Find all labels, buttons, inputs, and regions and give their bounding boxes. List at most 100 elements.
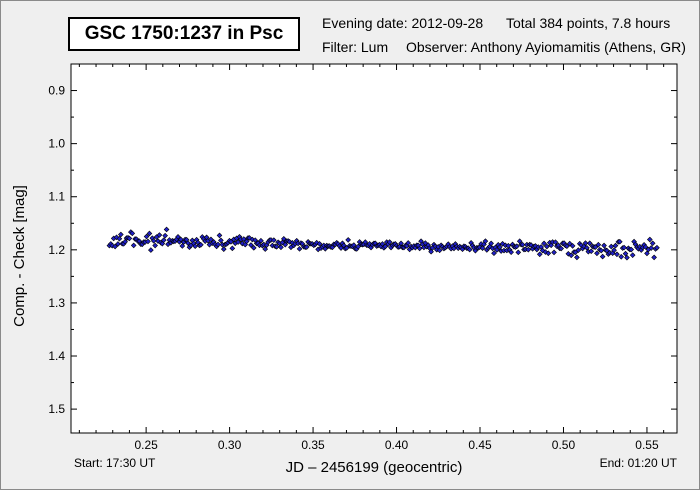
data-point [220,246,227,252]
data-point [541,240,547,247]
data-point [508,249,514,256]
data-point [162,232,168,239]
data-point [163,226,170,233]
data-point [178,236,184,243]
data-point [270,237,277,243]
evening-date: Evening date: 2012-09-28 [322,15,484,31]
x-tick-label: 0.45 [468,438,492,452]
data-point [544,243,550,250]
data-point [558,245,565,252]
data-point [278,244,284,251]
data-point [436,247,443,254]
x-tick-label: 0.40 [385,438,409,452]
data-point [250,245,257,251]
data-point [628,246,635,253]
data-point [218,237,224,244]
data-point [551,249,557,256]
data-point [648,245,655,251]
data-point [642,244,649,250]
data-point [198,241,204,248]
x-tick-label: 0.55 [635,438,659,452]
data-point [185,240,191,246]
data-point [574,254,580,261]
data-point [494,247,500,253]
data-point [646,236,653,243]
data-point [598,247,605,254]
star-name-title: GSC 1750:1237 in Psc [68,17,300,51]
data-point [109,242,116,249]
data-point [644,250,650,257]
data-point [545,250,552,257]
data-point [145,238,151,245]
data-point [515,249,522,256]
data-point [488,240,494,247]
y-tick-label: 0.9 [48,84,65,98]
data-point [239,240,246,247]
data-point [416,245,423,252]
data-point [629,252,636,258]
data-point [303,244,310,250]
data-point [618,253,625,260]
axis-ticks: 0.25 0.30 0.35 0.40 0.45 0.50 0.55 0.9 1.0 1.1 1.2… [48,63,677,452]
data-point [614,251,620,258]
data-point [539,247,546,254]
data-point [405,240,412,246]
data-point [568,252,575,259]
data-point [258,237,264,244]
data-point [316,240,323,247]
data-point [235,239,241,245]
data-point [505,242,512,249]
data-point [575,247,582,253]
data-point [113,234,120,241]
plot-area [70,63,678,434]
data-point [595,241,602,248]
data-point [398,240,404,247]
data-point [552,239,559,246]
filter-label: Filter: Lum [322,39,389,55]
x-tick-label: 0.50 [552,438,576,452]
x-tick-label: 0.30 [218,438,242,452]
data-point [150,238,157,244]
data-point [160,237,167,243]
data-point [152,242,158,249]
data-point [621,244,627,251]
x-tick-label: 0.25 [134,438,158,452]
data-point [586,240,593,247]
y-tick-label: 1.0 [48,137,65,151]
start-time: Start: 17:30 UT [74,456,156,470]
y-tick-label: 1.1 [48,190,65,204]
data-point [129,230,136,237]
data-point [215,241,221,248]
data-point [491,250,497,257]
data-point [588,248,595,255]
y-tick-label: 1.2 [48,243,65,257]
data-point [248,242,254,248]
x-tick-label: 0.35 [301,438,325,452]
data-point [296,245,303,252]
data-point [229,245,236,252]
data-point [482,238,489,244]
data-point [466,246,473,253]
data-point [569,243,576,249]
data-point [564,243,570,250]
data-point [601,242,607,249]
data-point [649,240,656,247]
x-axis-label: JD – 2456199 (geocentric) [286,459,463,476]
data-point [479,245,486,251]
data-point [118,231,124,238]
data-point [148,247,154,253]
y-tick-label: 1.3 [48,296,65,310]
data-point [514,243,520,250]
data-point [126,235,133,242]
data-point [496,244,503,250]
data-point [156,232,163,238]
data-point [179,243,186,249]
data-point [216,232,223,239]
data-point [611,247,617,254]
data-point [338,245,344,251]
data-point [654,244,660,251]
data-point [273,243,280,250]
data-point [428,248,434,255]
data-point [616,238,623,245]
